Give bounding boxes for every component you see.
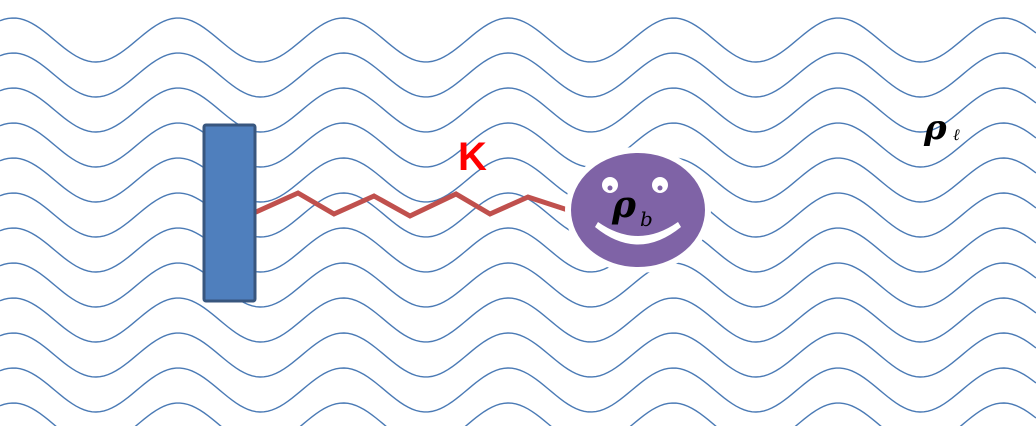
wave-line — [0, 297, 1036, 343]
particle: ρ b — [565, 147, 711, 273]
bath-density-label: ρ ℓ — [923, 108, 960, 148]
wave-line — [0, 227, 1036, 273]
wave-line — [0, 262, 1036, 308]
bath-density-subscript: ℓ — [953, 125, 960, 144]
left-eye-icon — [602, 177, 618, 193]
wave-line — [0, 192, 1036, 238]
fluid-bath-waves — [0, 17, 1036, 426]
wave-line — [0, 87, 1036, 133]
particle-density-subscript: b — [640, 207, 653, 231]
wave-line — [0, 332, 1036, 378]
bath-density-symbol: ρ — [923, 108, 947, 148]
wave-line — [0, 52, 1036, 98]
right-eye-icon — [652, 177, 668, 193]
particle-body — [565, 147, 711, 273]
particle-density-symbol: ρ — [611, 184, 637, 226]
spring-connector — [253, 190, 577, 219]
wave-line — [0, 367, 1036, 413]
wave-line — [0, 402, 1036, 426]
fixed-wall — [202, 123, 257, 303]
spring-constant-label: K — [458, 135, 487, 179]
wave-line — [0, 17, 1036, 63]
smile-icon — [595, 222, 681, 245]
wave-line — [0, 157, 1036, 203]
wave-line — [0, 122, 1036, 168]
